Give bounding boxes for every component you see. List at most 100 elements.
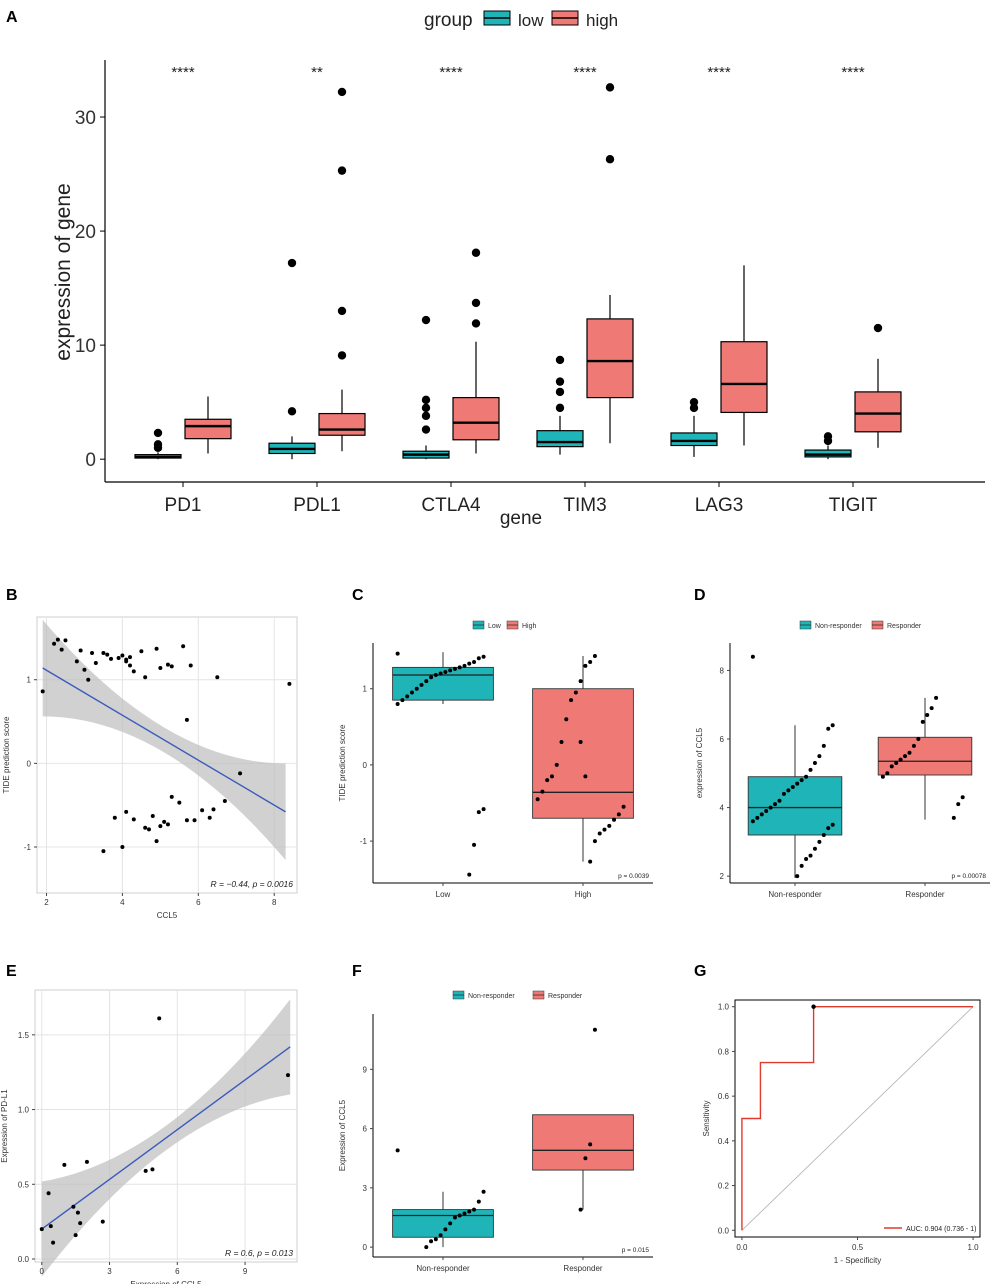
b-data-point [131,817,136,822]
d-jitter-point [808,853,813,858]
e-regression-line [41,1046,291,1230]
c-x-tick-label: Low [436,890,451,899]
d-jitter-point [903,754,908,759]
c-legend-label: Low [488,623,502,630]
c-jitter-point [395,701,400,706]
g-x-axis-title: 1 - Specificity [834,1256,882,1265]
a-outlier-point [555,387,565,397]
a-significance-label: **** [171,64,195,81]
panel-letter-g: G [694,963,706,980]
f-jitter-point [467,1209,472,1214]
a-x-tick-label: PDL1 [293,495,341,516]
b-y-tick-label: 0 [27,759,32,768]
f-y-tick-label: 3 [363,1184,368,1193]
d-jitter-point [812,761,817,765]
e-y-tick-label: 1.5 [18,1031,30,1040]
panel-a: 0 10 20 30 expression of gene gene group low hig… [52,10,985,529]
f-jitter-point [452,1215,457,1220]
b-data-point [131,669,136,674]
b-data-point [143,675,148,680]
b-data-point [120,653,125,658]
a-outlier-point [153,440,163,449]
b-data-point [120,845,125,849]
g-x-tick-label: 1.0 [968,1243,980,1252]
panel-c: -1 0 1 TIDE prediction score Low High p = 0.00… [338,620,653,899]
d-jitter-point [808,767,813,772]
c-jitter-point [472,842,477,847]
g-threshold-point [811,1004,816,1009]
a-outlier-point [421,403,431,413]
panel-letter-c: C [352,587,364,604]
c-jitter-point [573,690,578,695]
a-box-low [536,430,584,448]
d-jitter-point [951,815,956,820]
panel-e: 0 3 6 9 0.0 0.5 1.0 1.5 Expression of PD-L1 Expre… [0,989,298,1284]
d-jitter-point [826,826,831,831]
d-box-0 [747,776,843,836]
g-y-tick-label: 1.0 [718,1003,730,1012]
b-data-point [127,655,132,660]
e-x-tick-label: 3 [107,1267,112,1276]
d-jitter-point [817,754,822,759]
d-jitter-point [821,743,826,748]
b-data-point [154,646,159,651]
f-jitter-point [448,1221,453,1226]
c-jitter-point [452,666,457,671]
d-jitter-point [799,863,804,868]
a-outlier-point [471,248,481,257]
f-legend-label: Non-responder [468,993,515,1000]
e-data-point [78,1221,83,1226]
c-jitter-point [592,653,597,658]
b-x-axis-title: CCL5 [157,911,178,920]
a-y-tick-label: 20 [75,222,96,243]
f-y-tick-label: 9 [363,1065,368,1074]
f-jitter-point [481,1189,486,1194]
b-data-point [188,663,193,668]
d-jitter-point [804,857,809,861]
panel-f: 0 3 6 9 Expression of CCL5 Non-responder Respo… [338,990,653,1273]
b-data-point [63,638,68,643]
b-data-point [165,822,170,827]
a-outlier-point [153,428,163,438]
f-jitter-point [588,1142,593,1147]
d-jitter-point [790,785,795,789]
f-legend-label: Responder [548,993,583,1000]
e-data-point [100,1219,105,1224]
b-data-point [181,644,186,649]
f-jitter-point [578,1207,583,1212]
b-data-point [150,814,155,819]
b-x-tick-label: 4 [120,898,125,907]
e-data-point [73,1233,78,1238]
d-y-tick-label: 6 [720,735,725,744]
b-data-point [143,825,148,830]
f-jitter-point [592,1027,597,1032]
c-jitter-point [583,774,588,779]
b-data-point [222,799,227,803]
a-significance-label: **** [841,64,865,81]
b-x-tick-label: 2 [44,898,49,907]
d-jitter-point [898,757,903,762]
c-jitter-point [616,812,621,817]
e-data-point [46,1191,51,1196]
a-outlier-point [605,155,615,164]
e-data-point [157,1016,162,1021]
e-data-point [84,1159,89,1164]
b-data-point [184,717,189,722]
d-jitter-point [755,815,760,820]
b-data-point [287,681,292,686]
b-data-point [59,647,64,652]
f-x-tick-label: Non-responder [416,1264,470,1273]
panel-letter-a: A [6,9,18,26]
d-jitter-point [773,802,778,807]
b-data-point [177,800,182,805]
a-x-tick-label: LAG3 [695,495,744,516]
b-data-point [101,849,106,854]
b-data-point [158,666,163,671]
a-y-axis-title: expression of gene [52,183,75,360]
c-jitter-point [602,827,607,832]
d-jitter-point [817,839,822,844]
c-jitter-point [481,807,486,812]
c-jitter-point [433,673,438,677]
f-jitter-point [433,1237,438,1242]
d-jitter-point [781,791,786,796]
